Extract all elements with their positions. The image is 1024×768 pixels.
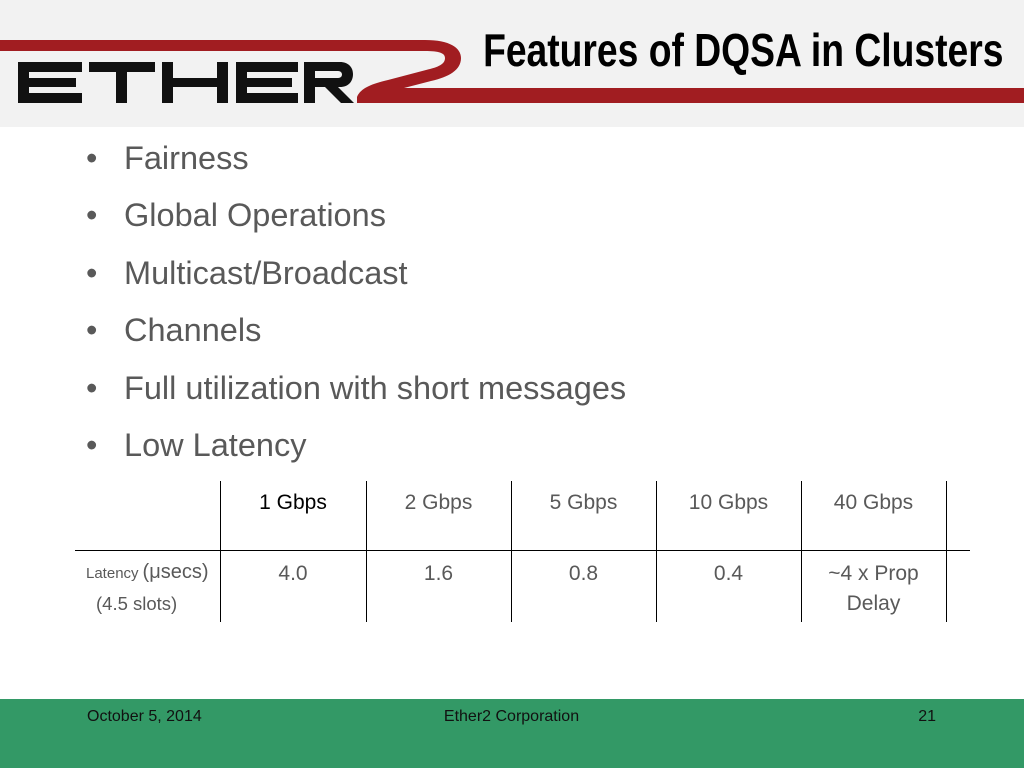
latency-value-1-gbps: 4.0 bbox=[278, 562, 308, 585]
table-column-divider bbox=[220, 481, 221, 622]
table-header-1-gbps: 1 Gbps bbox=[259, 491, 327, 514]
table-header-divider bbox=[75, 550, 970, 551]
logo-letter-t bbox=[89, 62, 155, 103]
table-header-40-gbps: 40 Gbps bbox=[833, 491, 914, 514]
logo-letter-h bbox=[162, 62, 228, 103]
bullet-text: Global Operations bbox=[124, 197, 386, 234]
bullet-marker: • bbox=[86, 254, 98, 291]
feature-bullet-list: • Fairness • Global Operations • Multica… bbox=[0, 138, 1024, 482]
bullet-item-global-operations: • Global Operations bbox=[0, 195, 1024, 252]
row-label-latency: Latency (μsecs) bbox=[86, 559, 209, 587]
latency-value-10-gbps: 0.4 bbox=[713, 562, 744, 585]
latency-value-5-gbps: 0.8 bbox=[568, 562, 599, 585]
slide-footer: October 5, 2014 Ether2 Corporation 21 bbox=[0, 699, 1024, 768]
bullet-text: Multicast/Broadcast bbox=[124, 254, 408, 291]
bullet-marker: • bbox=[86, 140, 98, 176]
bullet-item-full-utilization: • Full utilization with short messages bbox=[0, 368, 1024, 425]
bullet-text: Channels bbox=[124, 312, 262, 349]
bullet-item-low-latency: • Low Latency bbox=[0, 425, 1024, 482]
table-header-2-gbps: 2 Gbps bbox=[404, 491, 473, 514]
table-column-divider bbox=[801, 481, 802, 622]
table-column-divider bbox=[366, 481, 367, 622]
footer-company: Ether2 Corporation bbox=[443, 708, 580, 725]
table-column-divider bbox=[946, 481, 947, 622]
bullet-text: Low Latency bbox=[124, 426, 307, 463]
bullet-marker: • bbox=[86, 369, 98, 406]
logo-letter-r bbox=[304, 62, 354, 103]
table-column-divider bbox=[656, 481, 657, 622]
ether2-logo bbox=[0, 40, 1024, 103]
table-column-divider bbox=[511, 481, 512, 622]
logo-red-swoosh-2 bbox=[0, 40, 1024, 103]
logo-letter-e bbox=[18, 62, 82, 103]
latency-value-40-gbps: ~4 x Prop Delay bbox=[828, 562, 919, 615]
logo-letters bbox=[18, 62, 354, 103]
bullet-text: Fairness bbox=[124, 140, 249, 176]
bullet-item-multicast-broadcast: • Multicast/Broadcast bbox=[0, 253, 1024, 310]
row-label-unit: (μsecs) bbox=[142, 561, 209, 583]
bullet-text: Full utilization with short messages bbox=[124, 369, 627, 406]
footer-date: October 5, 2014 bbox=[87, 708, 202, 725]
slide-title: Features of DQSA in Clusters bbox=[482, 24, 1003, 76]
bullet-marker: • bbox=[86, 426, 98, 463]
bullet-marker: • bbox=[86, 312, 98, 349]
latency-table: 1 Gbps 2 Gbps 5 Gbps 10 Gbps 40 Gbps Lat… bbox=[75, 481, 970, 622]
table-header-10-gbps: 10 Gbps bbox=[688, 491, 769, 514]
footer-page-number: 21 bbox=[918, 708, 936, 725]
bullet-item-fairness: • Fairness bbox=[0, 138, 1024, 195]
logo-letter-e bbox=[236, 62, 298, 103]
bullet-marker: • bbox=[86, 197, 98, 234]
latency-value-2-gbps: 1.6 bbox=[423, 562, 454, 585]
table-header-5-gbps: 5 Gbps bbox=[549, 491, 618, 514]
row-label-name: Latency bbox=[86, 565, 139, 582]
bullet-item-channels: • Channels bbox=[0, 310, 1024, 367]
row-label-note: (4.5 slots) bbox=[96, 593, 178, 614]
